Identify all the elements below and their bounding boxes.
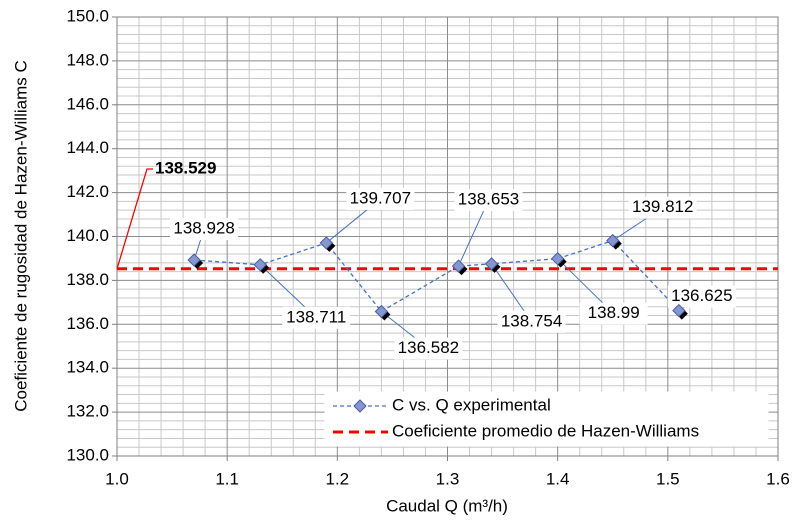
label-bg [497,310,566,333]
label-bg [170,218,239,241]
legend-label: Coeficiente promedio de Hazen-Williams [392,421,699,440]
marker [187,253,201,267]
x-tick-label: 1.3 [436,469,460,488]
legend-marker [353,399,367,413]
marker [319,236,334,250]
legend-box [324,391,769,447]
y-tick-label: 142.0 [66,182,109,201]
y-tick-label: 146.0 [66,94,109,113]
data-label: 136.625 [671,286,732,305]
legend-label: C vs. Q experimental [392,395,551,414]
series-line [194,239,680,313]
label-bg [579,302,648,325]
marker [550,251,565,266]
marker [451,259,466,273]
data-label: 139.812 [632,197,693,216]
x-tick-label: 1.4 [546,469,570,488]
marker [374,304,389,319]
y-tick-label: 134.0 [66,358,109,377]
label-bg [346,187,415,210]
y-tick-label: 140.0 [66,226,109,245]
y-tick-label: 136.0 [66,314,109,333]
average-annotation: 138.529 [155,158,216,177]
x-tick-label: 1.1 [215,469,239,488]
marker [606,233,620,248]
y-tick-label: 148.0 [66,50,109,69]
data-label: 138.711 [286,307,346,326]
label-bg [394,337,463,360]
data-label: 138.99 [588,303,640,322]
y-tick-label: 132.0 [66,402,109,421]
label-bg [282,306,351,329]
data-label: 136.582 [398,338,459,357]
label-bg [454,189,523,212]
y-tick-label: 150.0 [66,6,109,25]
plot-frame [116,16,779,457]
x-tick-label: 1.6 [766,469,790,488]
label-bg [667,285,736,308]
y-axis-label: Coeficiente de rugosidad de Hazen-Willia… [11,60,30,412]
y-tick-label: 138.0 [66,270,109,289]
data-label: 138.754 [501,311,562,330]
x-axis-label: Caudal Q (m³/h) [386,496,508,515]
x-tick-label: 1.2 [326,469,350,488]
data-label: 138.653 [458,190,519,209]
label-bg [628,196,697,219]
y-tick-label: 144.0 [66,138,109,157]
y-tick-label: 130.0 [66,445,109,464]
x-tick-label: 1.5 [656,469,680,488]
marker [484,257,499,271]
data-label: 139.707 [350,188,411,207]
data-label: 138.928 [173,219,234,238]
marker [253,258,267,272]
annotation-leader [116,168,153,269]
marker [672,303,686,318]
x-tick-label: 1.0 [105,469,129,488]
